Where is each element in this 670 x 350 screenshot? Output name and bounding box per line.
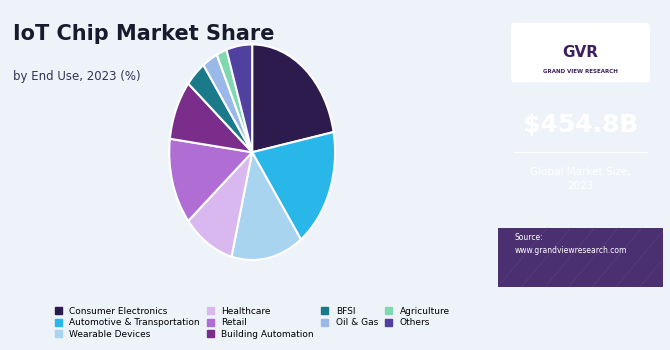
Wedge shape [188, 65, 252, 152]
FancyBboxPatch shape [498, 228, 663, 287]
Wedge shape [170, 84, 252, 152]
Text: $454.8B: $454.8B [523, 113, 638, 137]
Wedge shape [217, 50, 252, 152]
Text: GVR: GVR [562, 45, 598, 60]
FancyBboxPatch shape [511, 23, 650, 82]
Text: by End Use, 2023 (%): by End Use, 2023 (%) [13, 70, 141, 83]
Wedge shape [252, 44, 334, 152]
Wedge shape [232, 152, 301, 260]
Text: Global Market Size,
2023: Global Market Size, 2023 [530, 167, 631, 191]
Text: IoT Chip Market Share: IoT Chip Market Share [13, 25, 275, 44]
Wedge shape [252, 132, 335, 239]
Text: GRAND VIEW RESEARCH: GRAND VIEW RESEARCH [543, 69, 618, 74]
Wedge shape [204, 55, 252, 152]
Text: Source:
www.grandviewresearch.com: Source: www.grandviewresearch.com [514, 233, 626, 255]
Wedge shape [188, 152, 252, 257]
Legend: Consumer Electronics, Automotive & Transportation, Wearable Devices, Healthcare,: Consumer Electronics, Automotive & Trans… [52, 304, 452, 342]
Wedge shape [226, 44, 252, 152]
Wedge shape [170, 139, 252, 221]
